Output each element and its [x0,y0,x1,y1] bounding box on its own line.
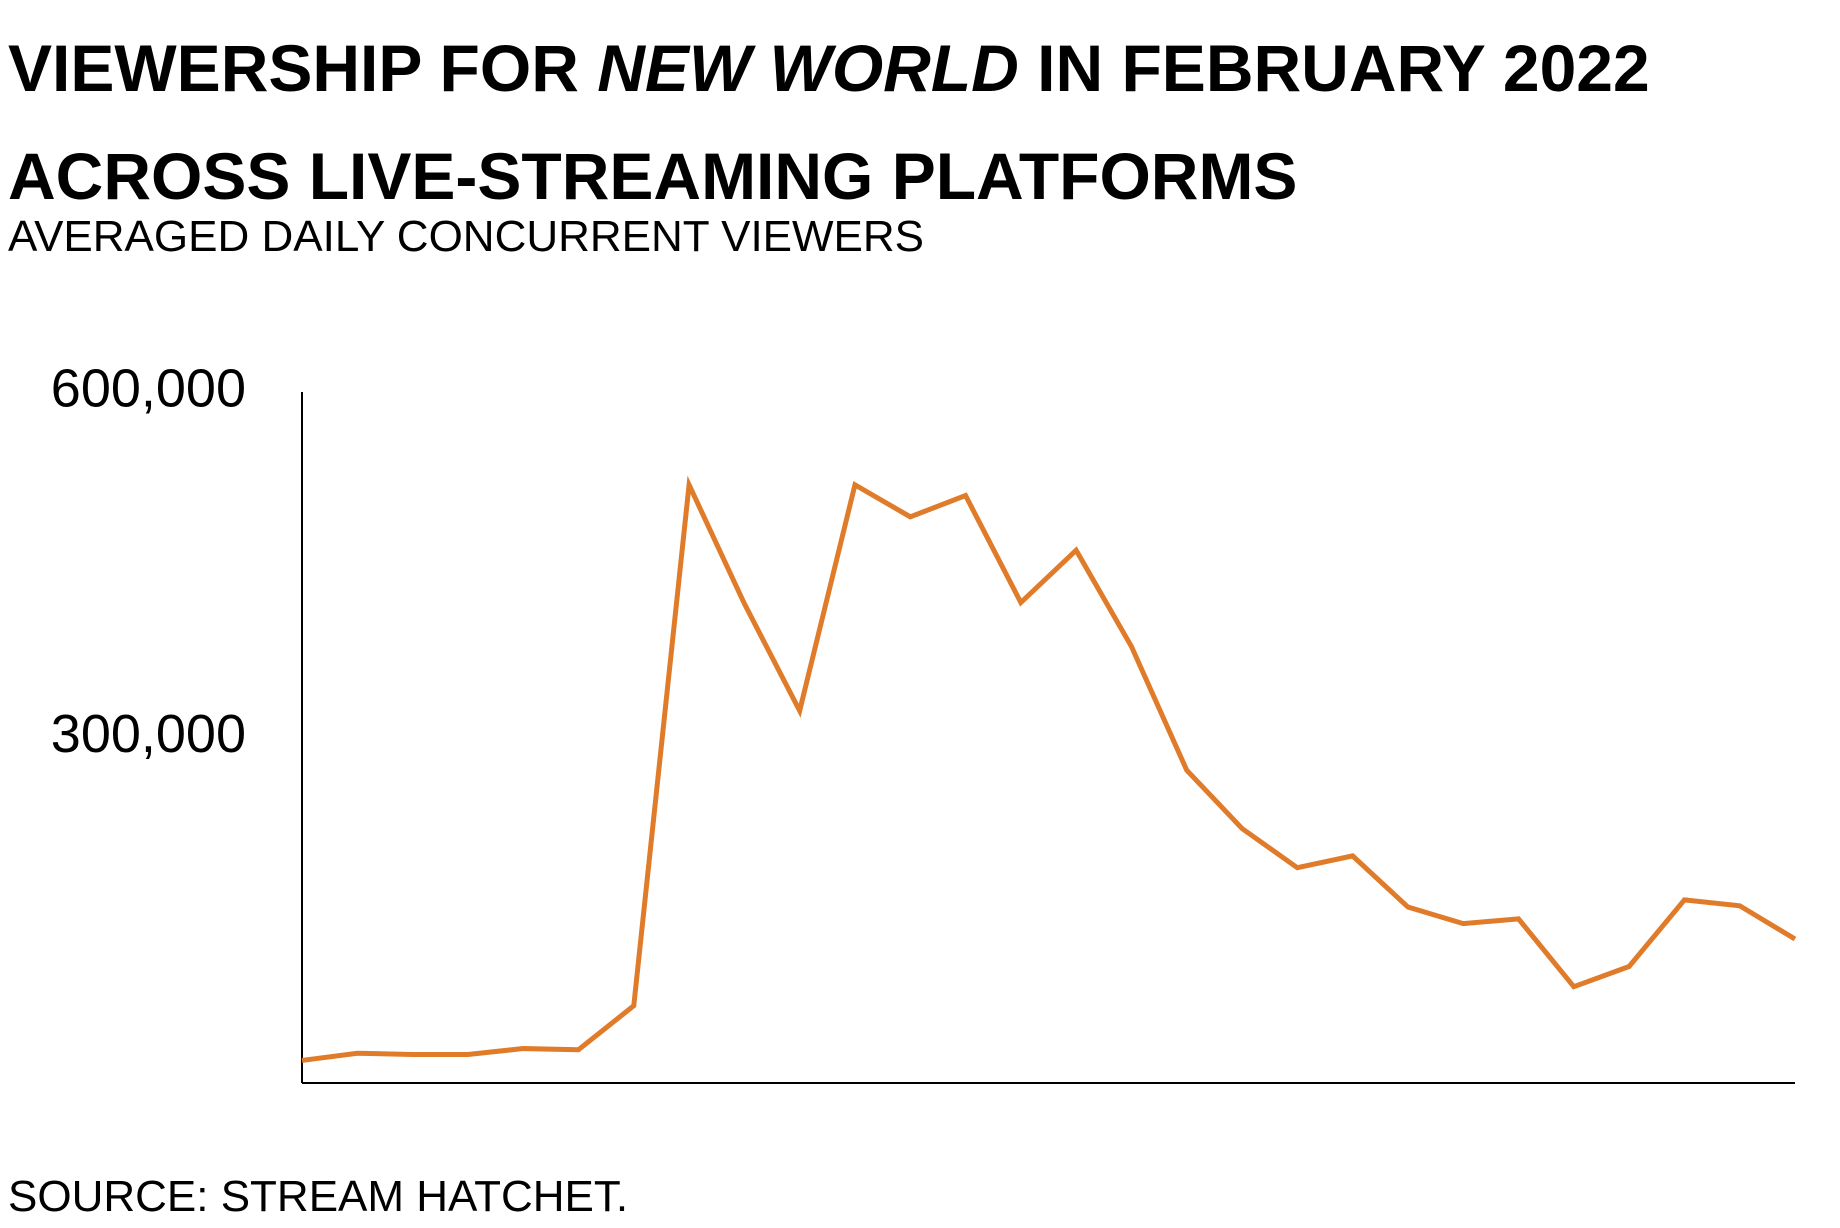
data-line [301,475,1797,1063]
title-italic: NEW WORLD [597,31,1019,105]
source-note: SOURCE: STREAM HATCHET. [8,1172,629,1221]
chart-title: VIEWERSHIP FOR NEW WORLD IN FEBRUARY 202… [8,14,1828,230]
y-tick-label: 300,000 [51,704,246,764]
title-part: IN FEBRUARY 2022 ACROSS LIVE-STREAMING P… [8,31,1650,213]
y-tick-label: 600,000 [51,358,246,418]
title-part: VIEWERSHIP FOR [8,31,579,105]
chart: 300,000 600,000 [51,358,1797,1084]
chart-subtitle: AVERAGED DAILY CONCURRENT VIEWERS [8,212,925,261]
